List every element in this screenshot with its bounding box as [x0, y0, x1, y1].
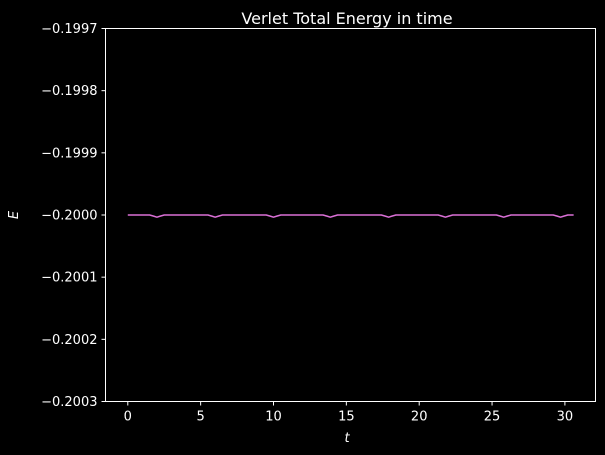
x-tick-label: 0	[124, 410, 132, 425]
x-tick-label: 5	[197, 410, 205, 425]
x-axis-label: t	[344, 431, 350, 446]
x-tick-label: 10	[265, 410, 282, 425]
y-tick-label: −0.1999	[41, 146, 97, 161]
axes-frame	[105, 28, 596, 402]
x-tick-label: 30	[557, 410, 574, 425]
y-tick-label: −0.2000	[41, 209, 97, 224]
y-axis-ticks: −0.1997 −0.1998 −0.1999 −0.2000 −0.2001 −0.20…	[41, 22, 106, 410]
y-tick-label: −0.1998	[41, 84, 97, 99]
energy-series-line	[127, 214, 574, 218]
x-tick-label: 25	[484, 410, 501, 425]
chart-title: Verlet Total Energy in time	[241, 9, 452, 28]
x-tick-label: 15	[338, 410, 355, 425]
y-tick-label: −0.2003	[41, 395, 97, 410]
y-tick-label: −0.1997	[41, 22, 97, 37]
y-tick-label: −0.2001	[41, 271, 97, 286]
y-tick-label: −0.2002	[41, 333, 97, 348]
x-tick-label: 20	[411, 410, 428, 425]
plot-area	[127, 214, 574, 218]
y-axis-label: E	[7, 210, 22, 219]
x-axis-ticks: 0 5 10 15 20 25 30	[124, 401, 574, 425]
